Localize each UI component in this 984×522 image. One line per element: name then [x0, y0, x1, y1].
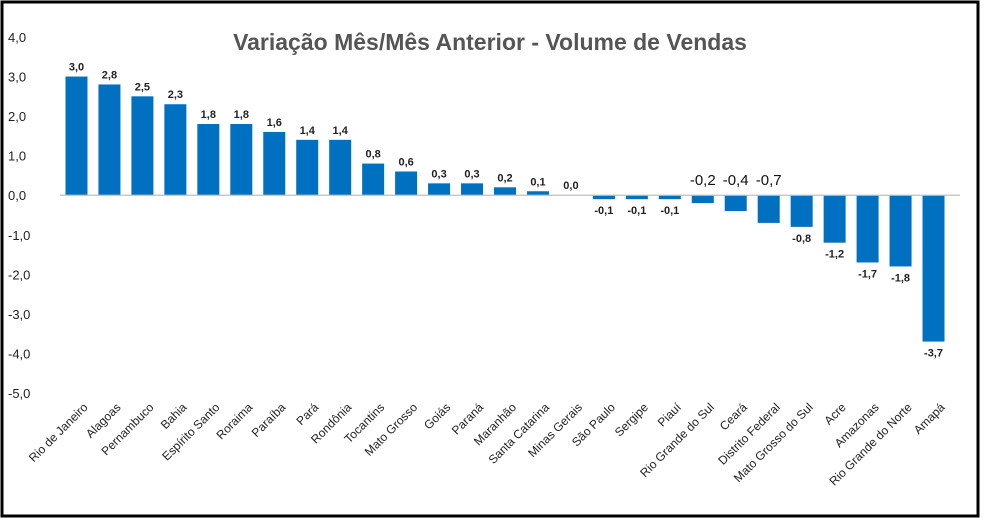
bar	[296, 139, 319, 196]
data-labels: 3,0 2,8 2,5 2,3 1,8 1,8 1,6 1,4 1,4 0,8 0,6 0,3 0,3 0…	[69, 62, 943, 360]
data-label: -0,1	[660, 205, 679, 217]
bar	[65, 76, 88, 196]
y-axis-ticks: 4,0 3,0 2,0 1,0 0,0 -1,0 -2,0 -3,0 -4,0 -5,0	[8, 30, 30, 401]
data-label: 3,0	[69, 62, 84, 74]
data-label: 1,4	[300, 125, 316, 137]
data-label: 0,0	[563, 180, 578, 192]
data-label: 2,5	[135, 81, 150, 93]
data-label: -1,7	[858, 268, 877, 280]
data-label: -0,7	[756, 172, 782, 189]
bar	[856, 195, 879, 263]
y-tick-label: -3,0	[8, 307, 30, 322]
category-label: Amapá	[911, 400, 948, 437]
data-label: 0,3	[431, 168, 446, 180]
data-label: 1,8	[201, 109, 216, 121]
bar	[757, 195, 780, 223]
category-label: Acre	[821, 400, 849, 428]
data-label: -0,4	[723, 172, 749, 189]
data-label: 0,6	[398, 156, 413, 168]
y-tick-label: 3,0	[8, 70, 26, 85]
bar	[922, 195, 945, 342]
bar	[625, 195, 648, 200]
data-label: -1,2	[825, 249, 844, 261]
category-label: Paraíba	[249, 400, 289, 440]
bar	[658, 195, 681, 200]
data-label: 1,8	[234, 109, 249, 121]
data-label: -0,8	[792, 233, 811, 245]
bar	[98, 84, 121, 196]
bar	[164, 104, 187, 196]
bar	[889, 195, 912, 267]
data-label: -0,1	[627, 205, 646, 217]
bars	[65, 76, 945, 342]
bar	[526, 191, 549, 196]
y-tick-label: 4,0	[8, 30, 26, 45]
y-tick-label: 2,0	[8, 109, 26, 124]
bar	[691, 195, 714, 204]
bar	[790, 195, 813, 227]
bar	[395, 171, 418, 196]
y-tick-label: -4,0	[8, 346, 30, 361]
data-label: -1,8	[891, 272, 910, 284]
bar	[494, 187, 516, 196]
bar	[428, 183, 451, 196]
bar	[461, 183, 484, 196]
y-tick-label: -2,0	[8, 267, 30, 282]
data-label: -0,1	[594, 205, 613, 217]
bar	[724, 195, 747, 212]
y-tick-label: -1,0	[8, 228, 30, 243]
category-label: Roraima	[213, 400, 255, 442]
chart-title: Variação Mês/Mês Anterior - Volume de Ve…	[233, 29, 747, 55]
data-label: 2,3	[168, 89, 183, 101]
bar	[823, 195, 846, 243]
category-label: Sergipe	[612, 400, 651, 439]
bar	[592, 195, 615, 200]
bar	[197, 124, 220, 196]
y-tick-label: 1,0	[8, 149, 26, 164]
data-label: -3,7	[924, 348, 943, 360]
bar	[362, 163, 385, 196]
data-label: -0,2	[690, 172, 716, 189]
y-tick-label: 0,0	[8, 188, 26, 203]
category-label: Piauí	[655, 400, 685, 430]
bar	[131, 96, 154, 196]
data-label: 2,8	[102, 69, 117, 81]
category-label: Rio de Janeiro	[26, 400, 91, 465]
data-label: 0,1	[530, 176, 545, 188]
data-label: 0,3	[464, 168, 479, 180]
data-label: 0,2	[497, 172, 512, 184]
bar	[230, 124, 253, 196]
data-label: 1,4	[333, 125, 349, 137]
bar	[263, 131, 286, 196]
category-label: Pará	[294, 400, 322, 428]
bar	[329, 139, 352, 196]
y-tick-label: -5,0	[8, 386, 30, 401]
data-label: 0,8	[365, 149, 380, 161]
data-label: 1,6	[267, 117, 282, 129]
